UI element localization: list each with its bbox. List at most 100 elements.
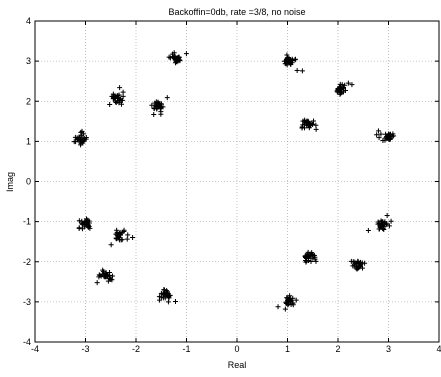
- data-point: [285, 56, 291, 62]
- cluster-2: [107, 85, 126, 107]
- cluster-16: [275, 293, 299, 312]
- y-tick-label: 0: [26, 177, 31, 187]
- data-point: [337, 84, 343, 90]
- data-point: [87, 225, 93, 231]
- data-point: [157, 104, 163, 110]
- data-point: [356, 261, 362, 267]
- data-point: [86, 218, 92, 224]
- data-point: [299, 68, 305, 74]
- y-tick-label: 3: [26, 56, 31, 66]
- data-point: [111, 93, 117, 99]
- data-point: [102, 274, 108, 280]
- data-point: [110, 273, 116, 279]
- data-point: [103, 270, 109, 276]
- data-point: [302, 117, 308, 123]
- data-point: [284, 52, 290, 58]
- data-point: [151, 105, 157, 111]
- data-point: [342, 82, 348, 88]
- data-point: [164, 95, 170, 101]
- y-axis-title: Imag: [5, 172, 15, 192]
- data-point: [340, 89, 346, 95]
- data-point: [175, 58, 181, 64]
- data-point: [292, 56, 298, 62]
- data-points: [71, 50, 397, 312]
- x-tick-label: 3: [386, 344, 391, 354]
- data-point: [289, 60, 295, 66]
- data-point: [117, 85, 123, 91]
- data-point: [165, 292, 171, 298]
- data-point: [286, 58, 292, 64]
- data-point: [160, 291, 166, 297]
- data-point: [156, 294, 162, 300]
- x-tick-label: 1: [285, 344, 290, 354]
- data-point: [308, 252, 314, 258]
- data-point: [100, 271, 106, 277]
- y-tick-label: -1: [23, 217, 31, 227]
- cluster-11: [299, 117, 319, 132]
- data-point: [365, 228, 371, 234]
- cluster-13: [365, 212, 394, 234]
- data-point: [376, 135, 382, 141]
- data-point: [158, 111, 164, 117]
- cluster-12: [374, 128, 397, 143]
- data-point: [387, 136, 393, 142]
- data-point: [292, 57, 298, 63]
- x-tick-label: 2: [335, 344, 340, 354]
- cluster-14: [348, 258, 368, 272]
- cluster-1: [166, 50, 189, 66]
- data-point: [183, 51, 189, 57]
- data-point: [381, 226, 387, 232]
- data-point: [172, 298, 178, 304]
- data-point: [112, 99, 118, 105]
- cluster-9: [281, 52, 305, 74]
- y-tick-label: 2: [26, 96, 31, 106]
- x-tick-label: -2: [132, 344, 140, 354]
- data-point: [304, 253, 310, 259]
- data-point: [282, 306, 288, 312]
- data-point: [116, 233, 122, 239]
- data-point: [310, 255, 316, 261]
- y-tick-labels: 4 3 2 1 0 -1 -2 -3 -4: [23, 16, 31, 347]
- data-point: [287, 297, 293, 303]
- data-point: [306, 258, 312, 264]
- data-point: [288, 302, 294, 308]
- data-point: [348, 258, 354, 264]
- data-point: [151, 111, 157, 117]
- data-point: [107, 101, 113, 107]
- data-point: [111, 95, 117, 101]
- data-point: [375, 128, 381, 134]
- data-point: [378, 222, 384, 228]
- data-point: [80, 138, 86, 144]
- data-point: [284, 62, 290, 68]
- x-tick-labels: -4 -3 -2 -1 0 1 2 3 4: [31, 344, 441, 354]
- data-point: [293, 297, 299, 303]
- data-point: [349, 82, 355, 88]
- data-point: [76, 225, 82, 231]
- chart-title: Backoffin=0db, rate =3/8, no noise: [169, 7, 306, 17]
- data-point: [96, 272, 102, 278]
- cluster-4: [71, 128, 89, 148]
- data-point: [113, 100, 119, 106]
- cluster-3: [149, 95, 170, 117]
- x-tick-label: 4: [436, 344, 441, 354]
- grid-lines: [35, 21, 439, 342]
- tick-marks: [34, 20, 440, 343]
- data-point: [83, 135, 89, 141]
- y-tick-label: -4: [23, 337, 31, 347]
- data-point: [71, 139, 77, 145]
- x-tick-label: 0: [234, 344, 239, 354]
- data-point: [350, 263, 356, 269]
- data-point: [119, 101, 125, 107]
- data-point: [75, 137, 81, 143]
- data-point: [82, 222, 88, 228]
- data-point: [78, 142, 84, 148]
- cluster-5: [76, 216, 93, 232]
- data-point: [130, 234, 136, 240]
- data-point: [380, 137, 386, 143]
- data-point: [120, 93, 126, 99]
- y-tick-label: -2: [23, 257, 31, 267]
- data-point: [108, 242, 114, 248]
- data-point: [79, 132, 85, 138]
